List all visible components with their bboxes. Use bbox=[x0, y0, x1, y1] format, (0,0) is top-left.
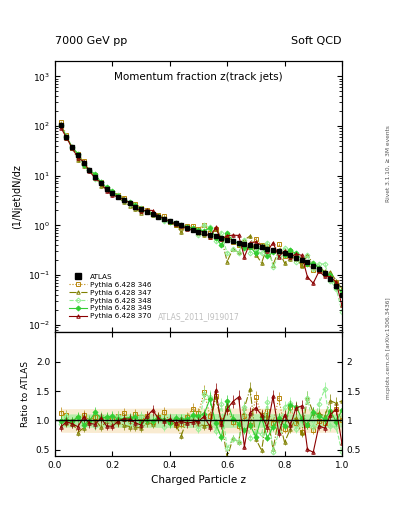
Y-axis label: (1/Njet)dN/dz: (1/Njet)dN/dz bbox=[12, 164, 22, 229]
Legend: ATLAS, Pythia 6.428 346, Pythia 6.428 347, Pythia 6.428 348, Pythia 6.428 349, P: ATLAS, Pythia 6.428 346, Pythia 6.428 34… bbox=[66, 271, 155, 322]
Text: Soft QCD: Soft QCD bbox=[292, 36, 342, 46]
Text: Momentum fraction z(track jets): Momentum fraction z(track jets) bbox=[114, 72, 283, 82]
Text: 7000 GeV pp: 7000 GeV pp bbox=[55, 36, 127, 46]
Text: Rivet 3.1.10, ≥ 3M events: Rivet 3.1.10, ≥ 3M events bbox=[386, 125, 391, 202]
Y-axis label: Ratio to ATLAS: Ratio to ATLAS bbox=[21, 361, 30, 427]
X-axis label: Charged Particle z: Charged Particle z bbox=[151, 475, 246, 485]
Text: mcplots.cern.ch [arXiv:1306.3436]: mcplots.cern.ch [arXiv:1306.3436] bbox=[386, 297, 391, 399]
Text: ATLAS_2011_I919017: ATLAS_2011_I919017 bbox=[158, 312, 239, 321]
